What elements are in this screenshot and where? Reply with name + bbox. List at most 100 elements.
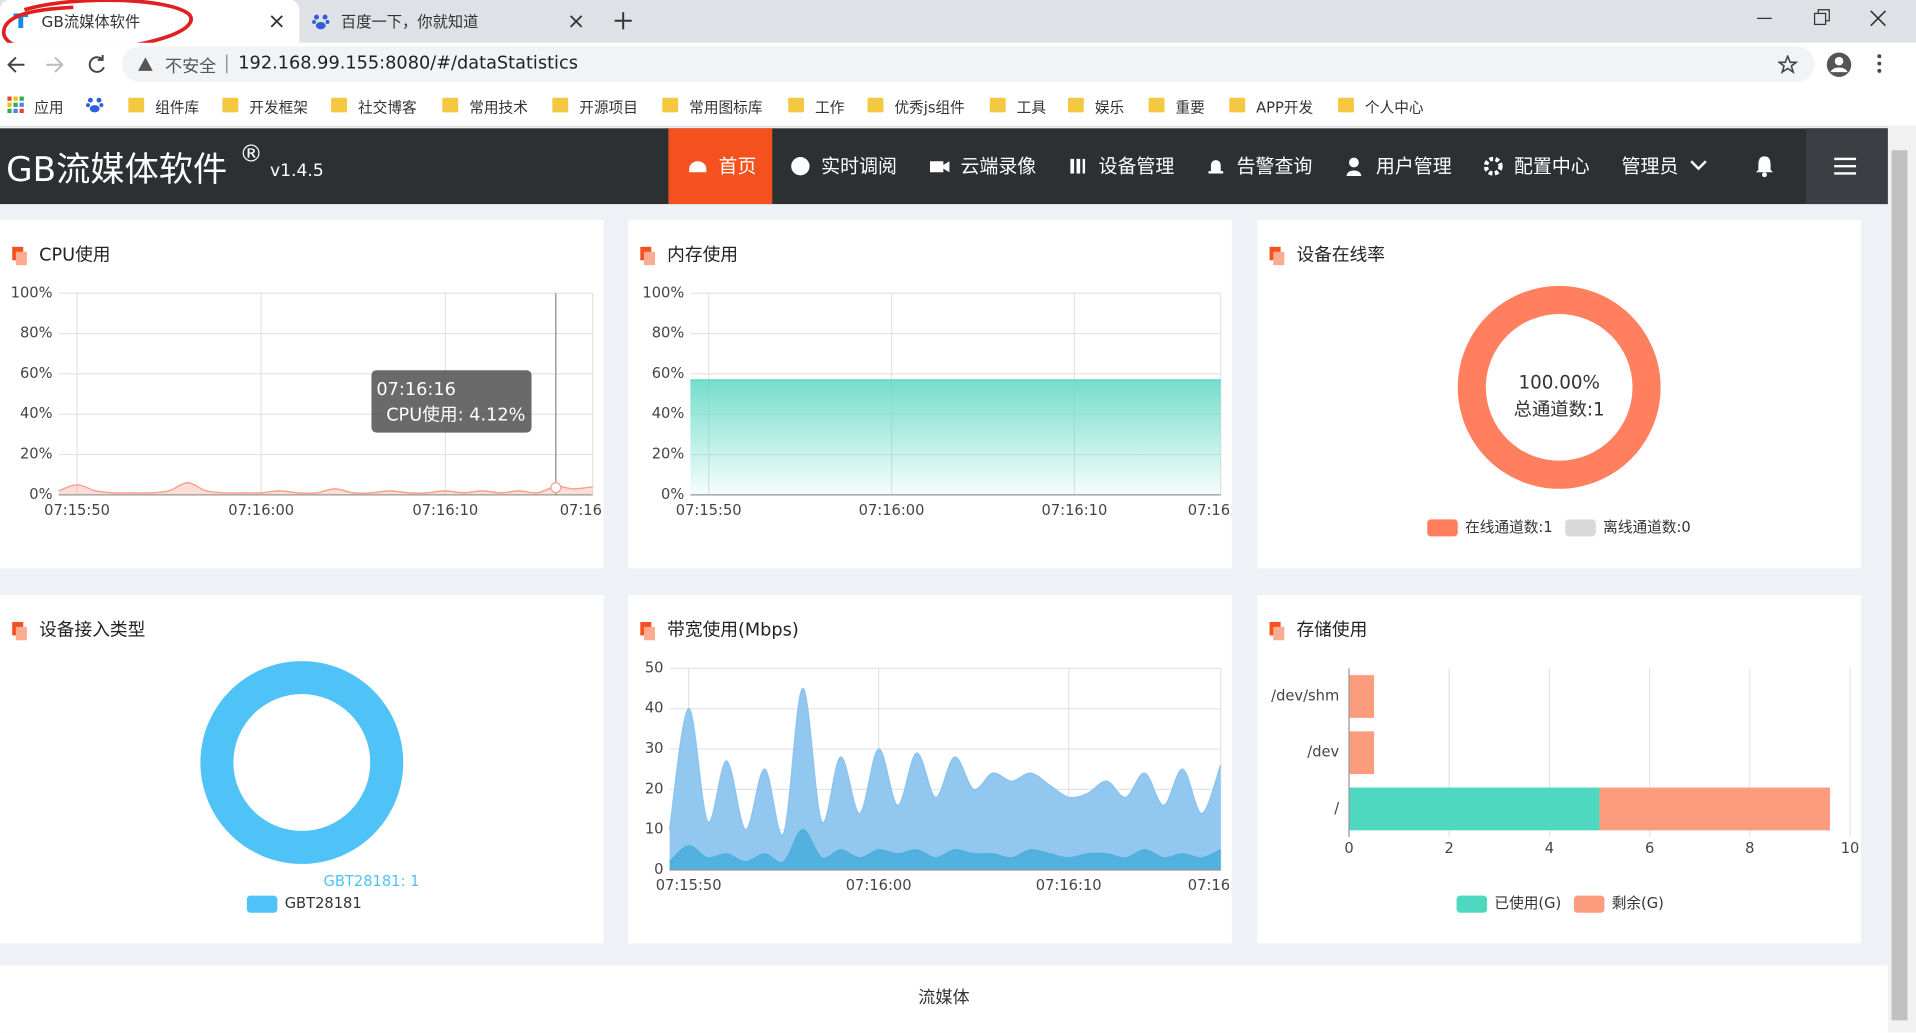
title-icon bbox=[643, 626, 655, 641]
legend-swatch[interactable] bbox=[1427, 519, 1458, 537]
bookmarks-bar: 应用 组件库 开发框架 社交博客 常用技术 开源项目 常用图标库 工作 优秀js组件 工具 娱乐 重要… bbox=[0, 85, 1916, 128]
tooltip-title: 07:16:16 bbox=[376, 380, 456, 400]
bookmark[interactable]: 优秀js组件 bbox=[894, 98, 965, 117]
nav-item[interactable]: 首页 bbox=[718, 155, 757, 178]
x-tick-label: 0 bbox=[1344, 840, 1353, 857]
bookmark[interactable]: 常用图标库 bbox=[689, 98, 763, 117]
y-tick-label: 60% bbox=[652, 365, 685, 382]
y-tick-label: /dev bbox=[1307, 744, 1339, 761]
tab-close[interactable] bbox=[569, 15, 583, 28]
tab-title: 百度一下，你就知道 bbox=[340, 12, 479, 31]
glyph bbox=[1346, 170, 1362, 176]
legend-swatch[interactable] bbox=[246, 895, 278, 913]
y-tick-label: 80% bbox=[20, 325, 53, 342]
bookmark-star[interactable] bbox=[1777, 54, 1798, 75]
legend-swatch[interactable] bbox=[1565, 519, 1596, 537]
new-tab[interactable] bbox=[613, 11, 633, 31]
apps-dot bbox=[13, 102, 18, 107]
legend-label[interactable]: 离线通道数:0 bbox=[1603, 519, 1691, 536]
paw bbox=[99, 103, 104, 108]
nav-buttons[interactable] bbox=[5, 53, 115, 77]
y-tick-label: / bbox=[1334, 800, 1339, 817]
nav-icon bbox=[1070, 158, 1086, 174]
y-tick-label: /dev/shm bbox=[1271, 688, 1339, 705]
legend-swatch[interactable] bbox=[1573, 895, 1605, 913]
bookmark[interactable]: 应用 bbox=[34, 98, 64, 117]
bookmark[interactable]: 社交博客 bbox=[358, 98, 417, 117]
x-tick-label: 07:16:00 bbox=[859, 502, 925, 519]
nav-item[interactable]: 设备管理 bbox=[1098, 155, 1175, 178]
nav-item[interactable]: 云端录像 bbox=[960, 155, 1037, 178]
folder-icon bbox=[128, 97, 145, 113]
nav-item[interactable]: 管理员 bbox=[1621, 155, 1679, 178]
bookmark[interactable]: 娱乐 bbox=[1094, 98, 1125, 117]
y-tick-label: 20 bbox=[645, 780, 664, 797]
paw bbox=[89, 105, 100, 113]
brand: GB流媒体软件 bbox=[6, 149, 228, 190]
bookmark[interactable]: 个人中心 bbox=[1364, 98, 1424, 117]
folder-icon bbox=[442, 97, 459, 113]
apps-dot bbox=[7, 108, 12, 114]
legend-swatch[interactable] bbox=[1456, 895, 1488, 913]
folder-icon bbox=[552, 97, 569, 113]
x-tick-label: 07:16:20 bbox=[1188, 502, 1232, 519]
chart-title: 设备接入类型 bbox=[39, 620, 145, 641]
bookmark[interactable]: 工具 bbox=[1016, 98, 1046, 117]
nav-active bbox=[668, 128, 773, 205]
x-tick-label: 07:15:50 bbox=[44, 502, 110, 519]
y-tick-label: 80% bbox=[652, 325, 685, 342]
scrollbar[interactable] bbox=[1887, 125, 1916, 1033]
legend-label[interactable]: 在线通道数:1 bbox=[1465, 519, 1553, 536]
tab[interactable]: GB流媒体软件 bbox=[0, 0, 300, 43]
bookmark[interactable]: 组件库 bbox=[155, 98, 200, 117]
bell-icon[interactable] bbox=[1755, 155, 1775, 178]
separator: | bbox=[223, 51, 230, 74]
nav-item[interactable]: 配置中心 bbox=[1513, 155, 1590, 178]
legend-label[interactable]: GBT28181 bbox=[285, 895, 362, 912]
chart-title: 设备在线率 bbox=[1296, 244, 1385, 265]
title-icon bbox=[15, 626, 27, 641]
x-tick-label: 07:15:50 bbox=[656, 877, 722, 894]
nav-item[interactable]: 实时调阅 bbox=[821, 155, 897, 178]
line bbox=[669, 828, 1222, 864]
y-tick-label: 60% bbox=[20, 365, 53, 382]
bookmark[interactable]: 开源项目 bbox=[579, 98, 638, 117]
bookmark[interactable]: 开发框架 bbox=[249, 98, 308, 117]
title-icon bbox=[15, 251, 27, 266]
legend-label[interactable]: 剩余(G) bbox=[1612, 894, 1664, 912]
bookmark[interactable]: 工作 bbox=[815, 98, 845, 117]
title-icon bbox=[643, 251, 655, 266]
tab[interactable]: 百度一下，你就知道 bbox=[299, 0, 595, 43]
hover-point bbox=[550, 482, 562, 494]
url: 192.168.99.155:8080/#/dataStatistics bbox=[238, 53, 578, 74]
bookmark[interactable]: 常用技术 bbox=[469, 98, 528, 117]
bookmark[interactable]: APP开发 bbox=[1256, 98, 1314, 117]
apps-dot bbox=[19, 108, 24, 114]
window-controls[interactable] bbox=[1747, 0, 1916, 43]
x-tick-label: 07:16:00 bbox=[228, 502, 294, 519]
x-tick-label: 07:16:20 bbox=[1188, 877, 1232, 894]
scroll-thumb[interactable] bbox=[1891, 150, 1908, 1021]
apps-dot bbox=[13, 96, 18, 101]
tab-close[interactable] bbox=[270, 15, 283, 28]
chart: 带宽使用(Mbps) 0 10 20 30 40 50 07:15:50 07:16:00 07:… bbox=[640, 620, 1232, 894]
x-tick-label: 07:16:00 bbox=[846, 877, 912, 894]
profile-menu[interactable] bbox=[1826, 51, 1899, 78]
dropdown-arrow[interactable] bbox=[1690, 159, 1707, 171]
apps-dot bbox=[19, 102, 24, 107]
menu-button[interactable] bbox=[1806, 128, 1888, 205]
address-bar[interactable]: 不安全 | 192.168.99.155:8080/#/dataStatisti… bbox=[122, 46, 1815, 82]
glyph bbox=[1208, 160, 1224, 174]
chart: CPU使用 0% 20% 40% 60% 80% 100% 07:15:50 07:16:00 0… bbox=[11, 244, 604, 519]
card: 带宽使用(Mbps) 0 10 20 30 40 50 07:15:50 07:16:00 07:… bbox=[628, 595, 1232, 944]
y-tick-label: 20% bbox=[652, 446, 685, 463]
nav-item[interactable]: 用户管理 bbox=[1375, 155, 1452, 178]
legend-label[interactable]: 已使用(G) bbox=[1494, 895, 1561, 912]
nav-item[interactable]: 告警查询 bbox=[1236, 155, 1313, 178]
bar bbox=[1349, 675, 1375, 718]
chart-title: 带宽使用(Mbps) bbox=[667, 620, 799, 641]
nav-icon bbox=[791, 157, 810, 176]
bookmark[interactable]: 重要 bbox=[1175, 98, 1205, 117]
chart: 内存使用 0% 20% 40% 60% 80% 100% 07:15:50 07:16:00 07… bbox=[640, 244, 1232, 519]
